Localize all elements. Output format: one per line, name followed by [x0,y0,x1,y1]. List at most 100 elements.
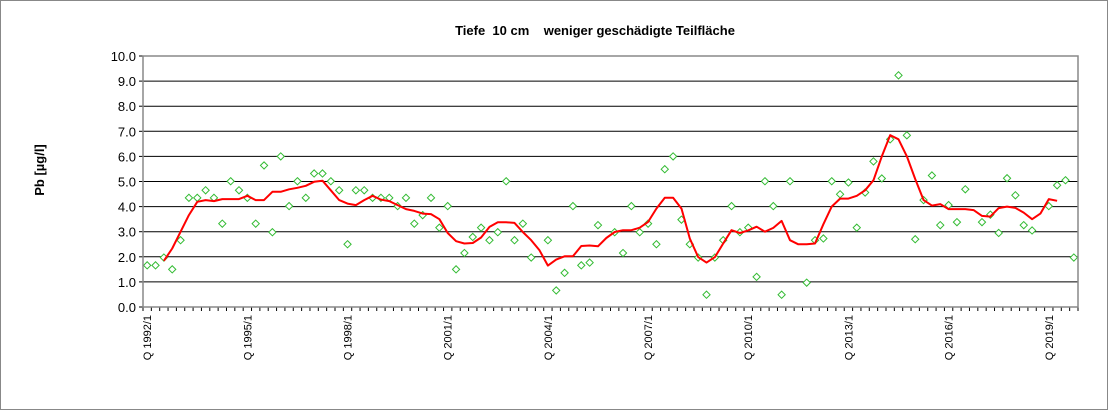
x-tick-label: Q 2004/1 [543,315,555,360]
y-tick-label: 1.0 [118,275,136,290]
data-point-marker [935,220,945,230]
data-point-marker [251,219,261,228]
data-point-marker [869,157,878,166]
y-tick-label: 5.0 [118,175,136,190]
data-point-marker [618,248,628,258]
x-tick-label: Q 2007/1 [643,315,655,360]
data-point-marker [902,131,912,140]
data-point-marker [326,176,336,186]
y-tick-label: 8.0 [118,99,136,114]
data-point-marker [276,152,286,161]
data-point-marker [960,184,970,194]
data-point-marker [1002,173,1012,183]
data-point-marker [284,201,294,211]
data-point-marker [768,201,778,211]
x-tick-label: Q 2013/1 [843,315,855,360]
data-point-marker [576,261,586,270]
x-tick-label: Q 2001/1 [443,315,455,360]
data-point-marker [1069,253,1079,262]
data-point-marker [376,193,386,203]
data-point-marker [426,193,436,203]
data-point-marker [476,223,486,232]
x-tick-label: Q 1998/1 [343,315,355,360]
data-point-marker [1019,220,1029,230]
data-point-marker [551,286,561,295]
data-point-marker [167,265,177,274]
data-point-marker [994,228,1003,238]
y-tick-label: 0.0 [118,300,136,315]
data-point-marker [226,176,235,186]
line-series [163,134,1058,267]
data-point-marker [443,201,453,211]
data-point-marker [1027,226,1037,235]
data-point-marker [518,219,528,228]
y-tick-label: 2.0 [118,250,136,265]
data-point-marker [359,185,369,195]
data-point-marker [560,268,569,278]
data-point-marker [1011,190,1020,200]
data-point-marker [334,185,344,195]
data-point-marker [952,217,962,227]
data-point-marker [585,258,594,267]
plot-area-frame [142,55,1079,308]
data-point-marker [668,152,678,161]
x-tick-label: Q 2016/1 [944,315,956,360]
data-point-marker [460,248,469,258]
data-point-marker [468,232,478,242]
data-point-marker [318,169,327,178]
data-point-marker [660,164,670,174]
data-point-marker [309,169,319,178]
data-point-marker [510,235,519,245]
y-tick-label: 7.0 [118,124,136,139]
data-point-marker [401,193,411,203]
data-point-marker [301,193,311,203]
data-point-marker [234,185,244,195]
data-point-marker [852,223,862,232]
data-point-marker [501,176,511,186]
data-point-marker [151,261,160,270]
data-point-marker [802,278,811,287]
data-point-marker [819,234,828,243]
data-point-marker [485,235,494,245]
data-point-marker [142,261,152,270]
y-tick-label: 4.0 [118,200,136,215]
data-point-marker [218,219,227,228]
data-point-marker [268,227,277,237]
data-point-marker [727,201,736,211]
scatter-series [142,71,1079,300]
data-point-marker [259,161,269,170]
data-point-marker [435,223,444,232]
y-tick-label: 10.0 [111,49,136,64]
x-tick-label: Q 2010/1 [743,315,755,360]
data-point-marker [343,239,352,249]
data-point-marker [877,174,887,183]
data-point-marker [760,176,770,186]
data-point-marker [844,178,853,187]
moving-average-line [163,134,1058,267]
data-point-marker [410,219,419,228]
data-point-marker [910,234,920,244]
data-point-marker [201,185,210,195]
data-point-marker [543,235,553,245]
data-point-marker [785,176,795,186]
data-point-marker [827,176,837,186]
data-point-marker [351,185,361,195]
data-point-marker [568,201,578,211]
data-point-marker [1061,175,1070,185]
x-tick-label: Q 1995/1 [242,315,254,360]
data-point-marker [526,253,536,262]
data-point-marker [635,227,645,237]
chart-title: Tiefe 10 cm weniger geschädigte Teilfläc… [455,23,735,38]
data-point-marker [593,220,603,230]
data-point-marker [777,290,786,300]
y-tick-label: 6.0 [118,149,136,164]
data-point-marker [894,71,903,80]
data-point-marker [927,171,937,180]
x-tick-label: Q 1992/1 [142,315,154,360]
y-axis-label: Pb [µg/l] [32,144,47,196]
data-point-marker [977,217,987,227]
data-point-marker [176,235,185,245]
data-point-marker [627,201,636,211]
